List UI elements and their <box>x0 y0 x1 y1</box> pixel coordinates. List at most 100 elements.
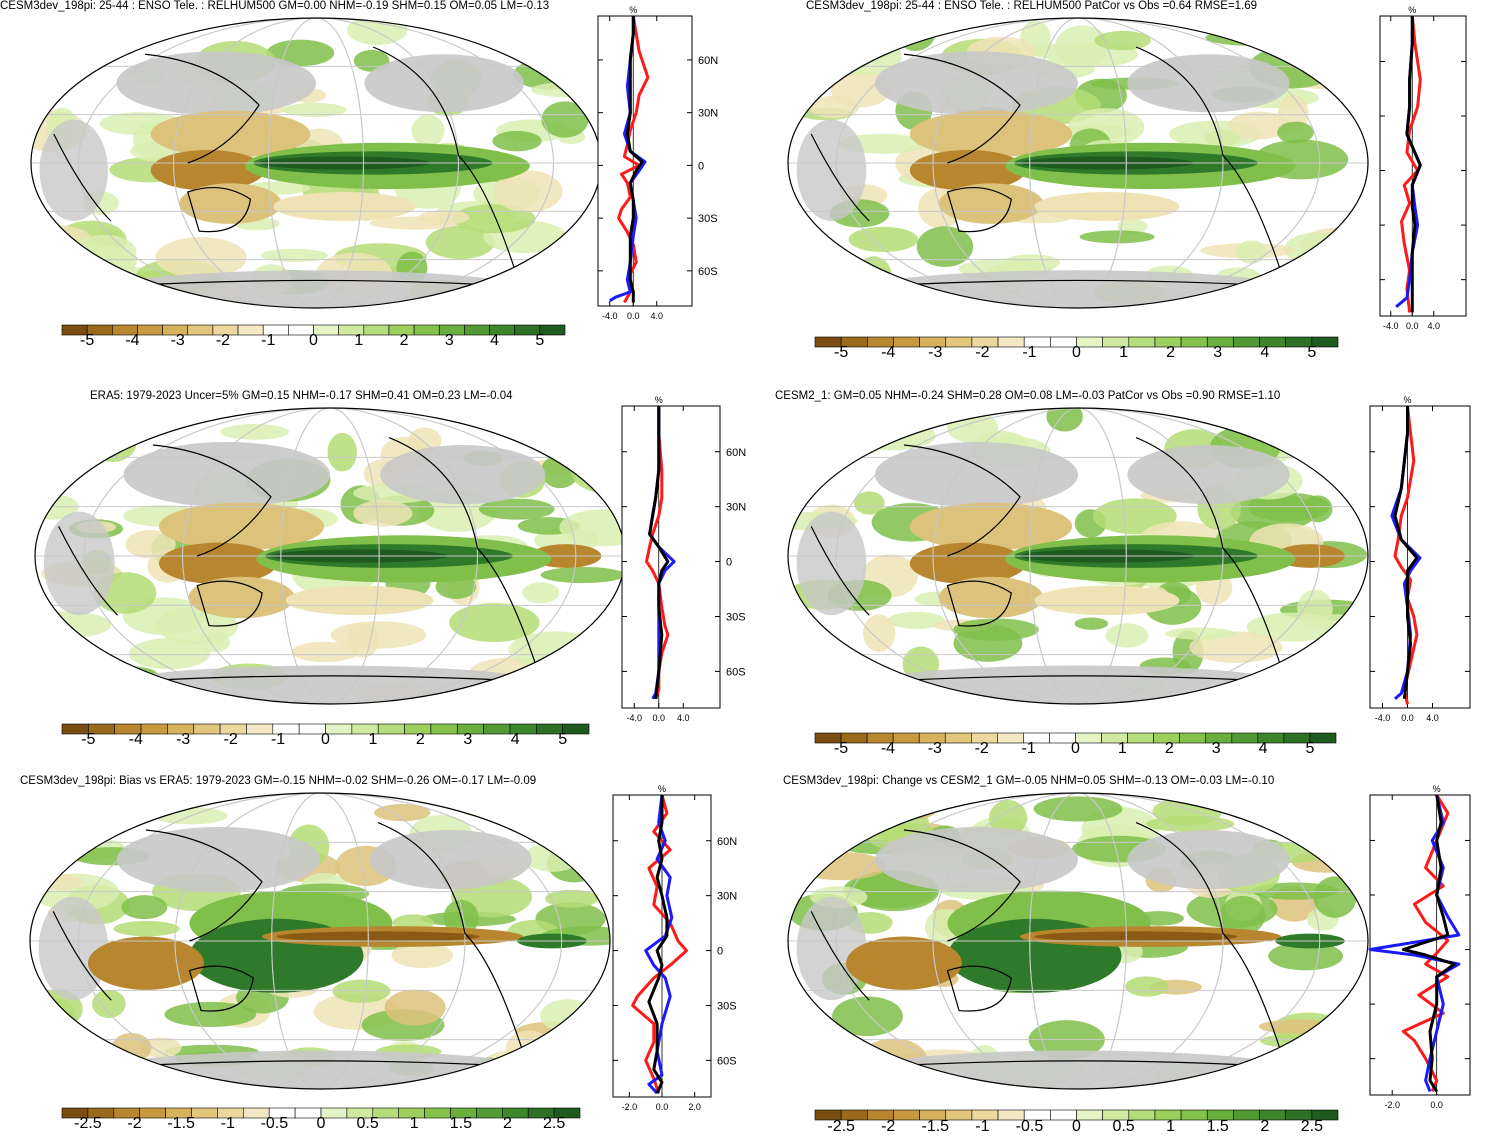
coast-australia <box>946 965 1012 1012</box>
colorbar-label: 1.5 <box>1207 1118 1229 1135</box>
land-missing-namerica <box>1127 445 1290 505</box>
graticule-lon <box>78 18 554 308</box>
map-panel-1 <box>30 17 602 309</box>
field-patch <box>1285 19 1333 61</box>
colorbar-swatch <box>562 723 590 735</box>
colorbar-swatch <box>424 1107 451 1119</box>
land-missing-antarctica <box>846 1050 1310 1089</box>
field-patch <box>199 631 230 653</box>
profile-lat-label: 30N <box>717 891 737 903</box>
profile-lat-label: 30S <box>726 611 746 623</box>
coast-asia <box>903 53 1021 164</box>
graticule-lon <box>932 408 1224 704</box>
field-patch <box>788 53 839 78</box>
profile-unit-label: % <box>1433 784 1441 794</box>
coast-australia <box>946 580 1012 627</box>
field-patch <box>374 804 431 822</box>
colorbar-swatch <box>193 723 221 735</box>
colorbar-swatch <box>137 324 163 336</box>
profile-unit-label: % <box>629 5 637 15</box>
field-brown-spcz <box>1034 192 1180 221</box>
coast-asia <box>903 829 1021 942</box>
colorbar-label: 1 <box>354 332 363 349</box>
field-brown-core <box>158 542 277 585</box>
coast-africa <box>58 526 119 616</box>
field-patch <box>848 420 936 451</box>
profile-lat-label: 60N <box>726 447 746 459</box>
profile-lat-label: 30S <box>698 213 718 225</box>
colorbar-label: 1 <box>1118 740 1127 757</box>
colorbar-1: -5 -4 -3 -2 -1 0 1 2 3 4 5 <box>61 324 566 349</box>
field-patch <box>790 658 825 675</box>
field-patch <box>1313 876 1357 918</box>
zonal-profile-5: % -2.0 0.0 2.0 60N 30N 0 30S 60S <box>612 784 737 1112</box>
colorbar-label: -1.5 <box>922 1118 950 1135</box>
profile-xtick-label: 0.0 <box>656 1102 669 1112</box>
profile-lat-label: 0 <box>698 160 704 172</box>
graticule-lon <box>280 408 380 704</box>
field-patch <box>478 498 555 520</box>
field-patch <box>418 210 470 225</box>
land-missing-namerica <box>364 54 525 113</box>
colorbar-label: -1 <box>261 332 275 349</box>
profile-lat-label: 30N <box>726 502 746 514</box>
colorbar-swatch <box>413 324 440 336</box>
coast-asia <box>903 444 1021 557</box>
field-brown-tongue-core <box>276 931 480 942</box>
field-patch <box>819 408 879 432</box>
profile-series-red <box>631 794 688 1094</box>
field-patch <box>1321 420 1368 437</box>
field-patch <box>492 130 542 152</box>
colorbar-label: -3 <box>928 344 942 361</box>
colorbar-label: -2 <box>216 332 230 349</box>
field-patch <box>164 1001 257 1028</box>
field-patch <box>830 276 908 303</box>
map-panel-6 <box>787 792 1369 1090</box>
colorbar-label: -5 <box>834 344 848 361</box>
colorbar-4: -5 -4 -3 -2 -1 0 1 2 3 4 5 <box>814 732 1337 757</box>
field-patch <box>862 614 896 652</box>
field-patch <box>1290 44 1340 75</box>
colorbar-label: 5 <box>1307 344 1316 361</box>
panel-title-6: CESM3dev_198pi: Change vs CESM2_1 GM=-0.… <box>783 775 1275 787</box>
coast-antarctica <box>123 675 537 683</box>
graticule-lon <box>173 18 459 308</box>
graticule-lon <box>932 18 1224 308</box>
profile-series-black <box>1401 794 1456 1093</box>
coast-australia <box>946 187 1012 233</box>
colorbar-label: -2 <box>881 1118 895 1135</box>
profile-lat-label: 60N <box>717 836 737 848</box>
coast-australia <box>187 187 252 233</box>
field-patch <box>517 408 579 443</box>
colorbar-label: -4 <box>881 344 895 361</box>
field-patch <box>73 271 118 294</box>
colorbar-swatch <box>237 324 264 336</box>
colorbar-label: -3 <box>928 740 942 757</box>
coast-africa <box>810 911 870 1001</box>
field-patch <box>1033 796 1123 822</box>
land-missing-asia <box>123 442 330 508</box>
graticule-lon <box>77 793 563 1089</box>
profile-xtick-label: -4.0 <box>602 311 618 321</box>
field-patch <box>1228 111 1291 140</box>
colorbar-2: -5 -4 -3 -2 -1 0 1 2 3 4 5 <box>814 336 1339 361</box>
coastlines <box>52 822 524 1068</box>
field-patch <box>30 1050 91 1081</box>
colorbar-label: 5 <box>535 332 544 349</box>
field-brown-spcz <box>285 585 434 616</box>
field-patch <box>1236 240 1267 264</box>
land-missing-antarctica <box>88 1050 552 1089</box>
coast-antarctica <box>874 1060 1282 1068</box>
coast-americas <box>388 437 538 668</box>
colorbar-label: -2 <box>224 731 238 748</box>
field-patch <box>266 39 335 67</box>
graticule-lon <box>835 793 1321 1089</box>
field-patch <box>853 491 885 515</box>
colorbar-label: 2 <box>1165 740 1174 757</box>
colorbar-label: 4 <box>1260 344 1269 361</box>
colorbar-swatch <box>483 723 511 735</box>
land-missing-asia <box>117 827 320 893</box>
colorbar-label: -5 <box>81 731 95 748</box>
colorbar-label: 2 <box>416 731 425 748</box>
